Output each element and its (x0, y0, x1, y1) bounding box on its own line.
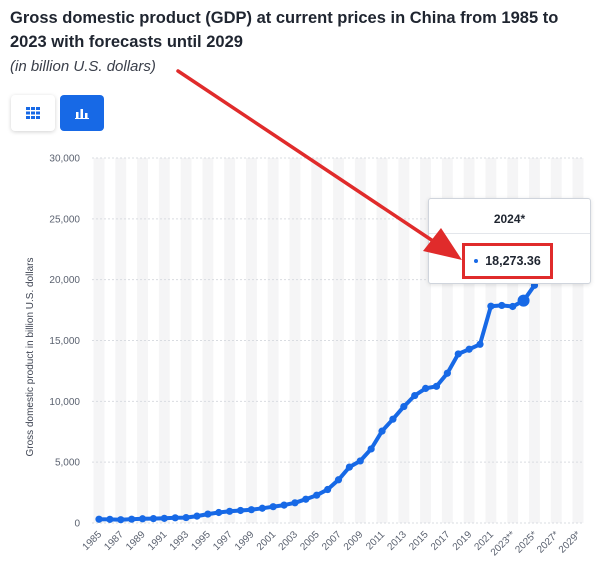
data-point (378, 427, 386, 435)
y-tick-label: 25,000 (49, 214, 80, 225)
series-gdp (95, 281, 539, 524)
x-tick-label: 1987 (102, 529, 126, 553)
x-tick-label: 2001 (255, 529, 279, 553)
column-band (485, 158, 497, 523)
data-point (324, 485, 332, 494)
x-tick-label: 1999 (233, 529, 257, 553)
y-axis-label: Gross domestic product in billion U.S. d… (25, 258, 36, 457)
column-band (441, 158, 453, 523)
data-point (334, 476, 343, 484)
data-point (258, 504, 266, 512)
data-point (356, 457, 364, 465)
y-tick-label: 5,000 (55, 458, 80, 469)
data-point (204, 510, 212, 518)
data-point (498, 301, 506, 310)
data-point (421, 384, 430, 393)
y-tick-label: 15,000 (49, 336, 80, 347)
tooltip-year: 2024* (493, 212, 526, 226)
column-band (180, 158, 192, 523)
data-point (247, 506, 256, 514)
x-tick-label: 2027* (535, 529, 561, 555)
data-point (509, 302, 517, 311)
x-tick-label: 1985 (81, 529, 105, 553)
data-point (432, 382, 441, 390)
data-point (106, 515, 114, 523)
data-point (171, 514, 179, 522)
chart-view-button[interactable] (60, 95, 104, 131)
x-tick-label: 2023** (489, 529, 518, 558)
x-tick-label: 2029* (557, 529, 583, 555)
y-tick-label: 30,000 (49, 154, 80, 165)
tooltip-divider (429, 233, 590, 234)
data-point (487, 302, 495, 310)
data-point (215, 508, 223, 517)
chart-title: Gross domestic product (GDP) at current … (10, 9, 559, 51)
data-point (182, 513, 190, 522)
data-point (476, 340, 484, 348)
tooltip-value: 18,273.36 (485, 254, 541, 268)
x-tick-label: 2007 (320, 529, 344, 553)
y-tick-label: 0 (74, 519, 80, 530)
tooltip-value-highlight: 18,273.36 (462, 243, 553, 279)
data-point (302, 495, 310, 503)
x-tick-label: 1991 (146, 529, 170, 553)
data-point (465, 345, 473, 353)
x-tick-label: 1997 (211, 529, 235, 553)
x-tick-label: 2019 (451, 529, 475, 553)
chart-subtitle: (in billion U.S. dollars) (10, 58, 156, 75)
data-point (138, 515, 147, 523)
data-point (149, 515, 158, 523)
tooltip: 2024* 18,273.36 (428, 198, 591, 284)
data-point (226, 507, 234, 515)
column-band (137, 158, 148, 523)
column-band (333, 158, 344, 523)
data-point (160, 514, 168, 522)
data-point (128, 515, 136, 523)
data-point (291, 499, 299, 507)
data-point (193, 512, 201, 520)
y-axis-ticks: 0 5,000 10,000 15,000 20,000 25,000 30,000 (49, 154, 80, 530)
x-tick-label: 2017 (429, 529, 453, 553)
data-point (280, 501, 288, 509)
x-tick-label: 2011 (364, 529, 387, 552)
data-point (313, 491, 321, 499)
x-tick-label: 2009 (342, 529, 366, 553)
x-tick-label: 2013 (385, 529, 409, 553)
data-point (236, 506, 245, 515)
table-icon (26, 107, 40, 119)
data-point (367, 445, 375, 453)
series-dot-icon (474, 259, 479, 263)
x-tick-label: 2003 (277, 529, 301, 553)
data-point (389, 415, 397, 423)
bar-chart-icon (75, 109, 89, 119)
data-point (269, 503, 277, 511)
column-band (93, 158, 105, 523)
x-tick-label: 1995 (189, 529, 213, 553)
x-tick-label: 2005 (298, 529, 322, 553)
data-point (411, 391, 419, 400)
data-point (95, 515, 103, 523)
column-band (529, 158, 540, 523)
table-view-button[interactable] (11, 95, 55, 131)
data-point (454, 350, 462, 358)
column-band (289, 158, 301, 523)
highlighted-data-point (517, 294, 530, 307)
x-tick-label: 1989 (124, 529, 148, 553)
x-axis-ticks: 1985198719891991199319951997199920012003… (81, 529, 584, 558)
column-band (376, 158, 388, 523)
x-tick-label: 2015 (407, 529, 431, 553)
data-point (443, 369, 451, 377)
x-tick-label: 2025* (513, 529, 539, 555)
data-point (400, 402, 408, 411)
gdp-line-chart: 0 5,000 10,000 15,000 20,000 25,000 30,000 198… (25, 154, 584, 558)
column-band (202, 158, 214, 523)
data-point (117, 516, 125, 524)
data-point (345, 463, 353, 471)
column-band (245, 158, 257, 523)
y-tick-label: 20,000 (49, 275, 80, 286)
column-band (398, 158, 410, 523)
x-tick-label: 1993 (168, 529, 192, 553)
y-tick-label: 10,000 (49, 397, 80, 408)
